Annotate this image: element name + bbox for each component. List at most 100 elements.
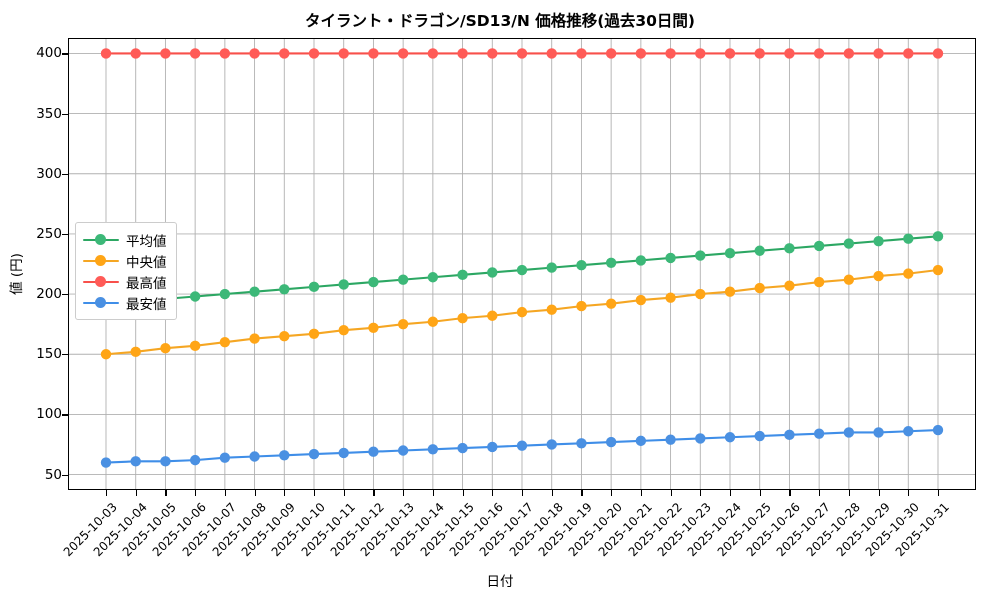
data-point [397,318,409,330]
legend-color-swatch [83,296,119,310]
legend-item-label: 最安値 [126,296,167,313]
x-tick-mark [938,490,940,496]
data-point [427,272,439,283]
x-tick-mark [284,490,286,496]
data-point [249,286,260,297]
data-point [546,262,557,273]
x-tick-mark [581,490,583,496]
data-point [516,440,528,451]
data-point [754,430,765,442]
data-point [665,292,676,303]
data-point [516,306,528,318]
data-point [397,274,409,285]
data-point [635,255,647,266]
data-point [843,274,855,285]
data-point [249,451,260,462]
data-point [754,48,765,59]
series-2 [100,48,944,59]
data-point [368,276,379,288]
data-point [724,247,736,259]
data-point [160,343,171,354]
data-series-group [100,48,944,468]
y-tick-mark [62,53,68,55]
data-point [724,432,736,443]
data-point [843,238,855,249]
legend-item-label: 最高値 [126,275,167,292]
data-point [249,48,260,59]
data-point [576,300,587,312]
data-point [695,250,706,261]
x-tick-mark [819,490,821,496]
y-tick-label: 200 [36,286,62,303]
data-point [843,427,855,438]
x-tick-mark [403,490,405,496]
data-point [338,48,349,59]
data-point [724,286,736,297]
y-tick-label: 250 [36,225,62,242]
data-point [665,434,676,445]
series-3 [100,424,944,468]
x-tick-mark [759,490,761,496]
x-tick-mark [848,490,851,496]
data-point [635,435,647,447]
y-tick-mark [62,233,68,236]
data-point [843,48,855,59]
data-point [130,456,141,467]
data-point [546,304,557,315]
y-tick-mark [62,173,68,175]
data-point [873,48,884,59]
data-point [160,48,171,59]
data-point [130,346,141,358]
data-point [605,436,617,448]
data-point [754,245,765,256]
plot-area [68,38,976,490]
data-point [635,294,647,306]
legend-item-0[interactable]: 平均値 [83,229,167,250]
x-tick-mark [432,490,435,496]
chart-legend: 平均値中央値最高値最安値 [75,222,177,320]
y-tick-label: 350 [36,105,62,122]
data-point [784,243,795,254]
data-point [605,257,617,268]
data-point [427,444,439,455]
legend-item-label: 中央値 [126,254,167,271]
data-point [189,291,201,302]
x-tick-mark [373,490,375,496]
data-point [665,48,676,59]
data-point [784,429,795,441]
data-point [338,447,349,459]
data-point [368,446,379,457]
data-point [189,48,201,59]
y-tick-mark [62,113,68,115]
data-point [249,333,260,344]
data-point [189,340,201,352]
data-point [219,48,231,59]
data-point [903,48,914,59]
x-tick-mark [908,490,910,496]
data-point [695,288,706,300]
y-tick-label: 100 [36,406,62,423]
data-point [368,48,379,59]
data-point [100,457,112,468]
data-point [308,328,320,339]
y-tick-mark [62,474,68,476]
data-point [427,48,439,59]
data-point [279,450,290,461]
legend-item-1[interactable]: 中央値 [83,250,167,271]
y-tick-label: 400 [36,45,62,62]
data-point [338,324,349,336]
data-point [516,264,528,276]
data-point [487,48,498,59]
data-point [754,282,765,294]
data-point [397,48,409,59]
chart-title: タイラント・ドラゴン/SD13/N 価格推移(過去30日間) [304,12,696,30]
legend-item-2[interactable]: 最高値 [83,271,167,292]
x-tick-mark [165,490,167,496]
x-tick-mark [314,490,316,496]
data-point [813,428,825,439]
data-point [576,438,587,449]
legend-item-3[interactable]: 最安値 [83,292,167,313]
data-point [487,310,498,321]
data-point [308,48,320,59]
